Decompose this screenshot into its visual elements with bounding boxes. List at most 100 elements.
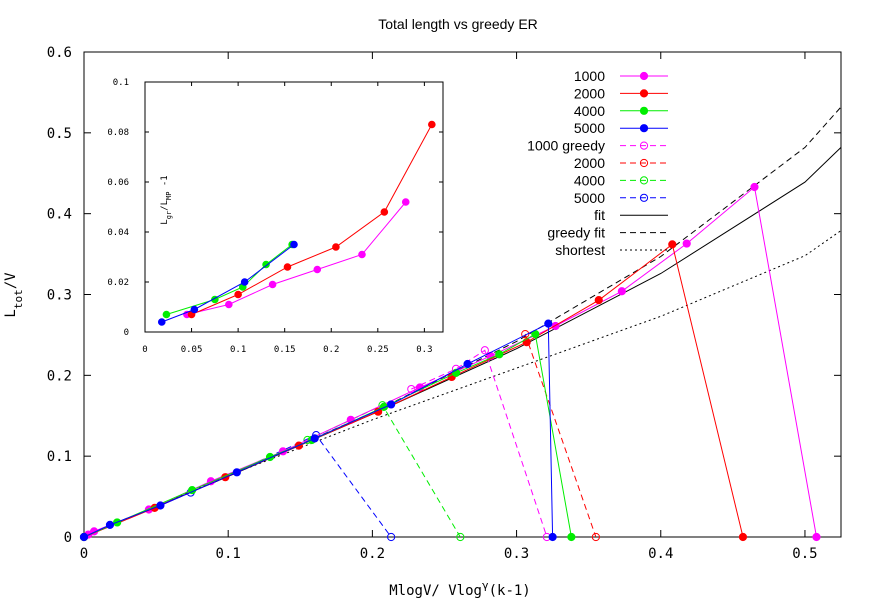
inset-y-axis-label-tail: -1	[160, 175, 170, 191]
inset-series-1-point	[380, 208, 389, 216]
series-line-4	[411, 349, 548, 538]
series-2-point	[567, 532, 576, 542]
inset-series-line-1	[191, 124, 433, 315]
inset-series-1-point	[234, 290, 242, 299]
inset-series-2-point	[162, 310, 171, 319]
series-1-point	[522, 338, 531, 347]
legend-label-6: 4000	[574, 172, 605, 188]
x-axis-label: MlogV/ Vlogγ(k-1)	[389, 579, 531, 600]
chart-title: Total length vs greedy ER	[378, 16, 538, 32]
series-line-5	[524, 333, 597, 538]
series-3-point	[548, 532, 557, 542]
inset-x-tick-label: 0	[142, 345, 147, 355]
x-tick-label: 0.5	[792, 546, 817, 562]
inset-x-tick-label: 0.15	[274, 345, 296, 355]
inset-x-tick-label: 0.05	[181, 345, 203, 355]
y-tick-label: 0.1	[47, 449, 72, 465]
x-tick-label: 0.4	[648, 546, 673, 562]
inset-series-0-point	[313, 265, 322, 274]
legend-marker-0	[639, 71, 649, 81]
x-axis-label-tail: (k-1)	[489, 583, 531, 599]
inset-y-axis-label-sub1: gr	[165, 211, 173, 219]
inset-series-0-point	[401, 198, 410, 206]
x-axis-label-sup: γ	[482, 579, 489, 592]
series-3-point	[310, 434, 319, 443]
legend-label-4: 1000 greedy	[527, 138, 605, 154]
inset-series-3-point	[157, 318, 166, 326]
series-3-point	[79, 532, 89, 542]
series-0-point	[617, 287, 626, 296]
y-tick-label: 0.3	[47, 288, 72, 304]
inset-x-tick-label: 0.3	[416, 345, 432, 355]
inset-y-axis-label-sub2: MP	[165, 192, 173, 200]
y-tick-label: 0.4	[47, 207, 72, 223]
inset-y-tick-label: 0.08	[107, 128, 129, 138]
series-line-9	[83, 106, 842, 538]
inset-series-0-point	[268, 280, 277, 289]
series-2-point	[495, 350, 504, 359]
inset-y-axis-label-main: L	[160, 219, 170, 224]
legend-marker-2	[639, 106, 649, 115]
inset-series-3-point	[290, 240, 298, 249]
legend-label-10: shortest	[555, 242, 605, 258]
x-tick-label: 0.2	[360, 546, 385, 562]
legend-label-5: 2000	[574, 155, 605, 171]
legend-marker-6	[639, 176, 649, 185]
inset-series-1-point	[283, 263, 292, 271]
inset-y-tick-label: 0.02	[107, 278, 129, 288]
inset-y-tick-label: 0.04	[107, 228, 129, 238]
inset-series-2-point	[262, 260, 270, 269]
series-5-point	[591, 532, 600, 542]
y-tick-label: 0.5	[47, 126, 72, 142]
legend-label-1: 2000	[574, 85, 605, 101]
legend-label-7: 5000	[574, 190, 605, 206]
inset-y-tick-label: 0	[124, 328, 129, 338]
inset-x-tick-label: 0.25	[367, 345, 389, 355]
inset-x-tick-label: 0.1	[230, 345, 246, 355]
legend-label-8: fit	[594, 207, 605, 223]
legend-marker-7	[639, 193, 649, 202]
y-tick-label: 0.6	[47, 45, 72, 61]
series-3-point	[232, 468, 241, 477]
y-axis-label: Ltot/V	[3, 272, 25, 318]
series-7-point	[387, 532, 396, 542]
inset-series-1-point	[428, 120, 436, 129]
y-tick-label: 0	[64, 530, 72, 546]
series-3-point	[544, 319, 553, 328]
legend-marker-1	[639, 89, 649, 98]
y-axis-label-main: L	[3, 309, 19, 317]
inset-y-axis-label-mid: /L	[160, 200, 170, 211]
main-plot-area	[79, 106, 842, 542]
inset-y-tick-label: 0.06	[107, 178, 129, 188]
inset-series-3-point	[190, 305, 199, 314]
legend-label-3: 5000	[574, 120, 605, 136]
series-1-point	[594, 296, 603, 305]
inset-y-axis-label: Lgr/LMP -1	[160, 175, 173, 224]
inset-series-line-3	[161, 244, 295, 323]
series-4-point	[407, 384, 416, 394]
series-1-point	[738, 532, 748, 542]
series-3-point	[105, 520, 115, 529]
legend-marker-4	[639, 141, 649, 150]
inset-x-tick-label: 0.2	[323, 345, 339, 355]
series-6-point	[456, 532, 465, 542]
inset-plot-frame	[144, 81, 444, 333]
y-axis-label-sub: tot	[12, 289, 25, 309]
x-tick-label: 0.3	[504, 546, 529, 562]
inset-series-3-point	[240, 278, 249, 286]
inset-plot-area	[157, 120, 436, 326]
x-axis-label-main: MlogV/ Vlog	[389, 583, 482, 599]
x-tick-label: 0	[80, 546, 88, 562]
inset-series-0-point	[225, 300, 233, 309]
inset-series-line-0	[186, 201, 407, 315]
series-5-point	[521, 330, 530, 339]
inset-series-1-point	[332, 243, 340, 251]
x-tick-label: 0.1	[216, 546, 241, 562]
y-tick-label: 0.2	[47, 368, 72, 384]
inset-background	[127, 74, 449, 334]
inset-y-tick-label: 0.1	[113, 78, 129, 88]
inset-series-0-point	[358, 250, 366, 259]
series-0-point	[750, 182, 759, 192]
